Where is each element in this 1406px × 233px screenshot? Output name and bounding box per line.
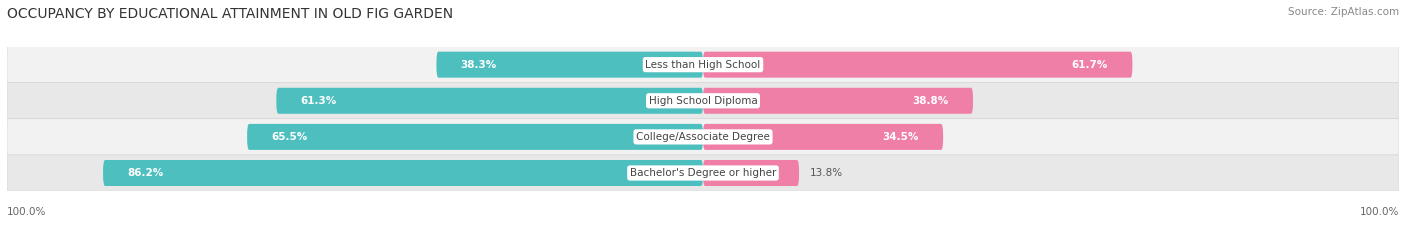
Text: 61.3%: 61.3% bbox=[301, 96, 337, 106]
Text: 65.5%: 65.5% bbox=[271, 132, 308, 142]
FancyBboxPatch shape bbox=[703, 160, 799, 186]
FancyBboxPatch shape bbox=[247, 124, 703, 150]
Text: Less than High School: Less than High School bbox=[645, 60, 761, 70]
FancyBboxPatch shape bbox=[103, 160, 703, 186]
FancyBboxPatch shape bbox=[277, 88, 703, 114]
Text: High School Diploma: High School Diploma bbox=[648, 96, 758, 106]
Text: Source: ZipAtlas.com: Source: ZipAtlas.com bbox=[1288, 7, 1399, 17]
FancyBboxPatch shape bbox=[703, 88, 973, 114]
FancyBboxPatch shape bbox=[703, 124, 943, 150]
Text: 100.0%: 100.0% bbox=[1360, 207, 1399, 217]
Text: Bachelor's Degree or higher: Bachelor's Degree or higher bbox=[630, 168, 776, 178]
FancyBboxPatch shape bbox=[7, 155, 1399, 191]
FancyBboxPatch shape bbox=[703, 52, 1132, 78]
FancyBboxPatch shape bbox=[7, 47, 1399, 83]
Text: College/Associate Degree: College/Associate Degree bbox=[636, 132, 770, 142]
Text: 86.2%: 86.2% bbox=[128, 168, 163, 178]
Text: OCCUPANCY BY EDUCATIONAL ATTAINMENT IN OLD FIG GARDEN: OCCUPANCY BY EDUCATIONAL ATTAINMENT IN O… bbox=[7, 7, 453, 21]
Text: 100.0%: 100.0% bbox=[7, 207, 46, 217]
FancyBboxPatch shape bbox=[7, 83, 1399, 119]
Text: 34.5%: 34.5% bbox=[883, 132, 918, 142]
FancyBboxPatch shape bbox=[436, 52, 703, 78]
Text: 38.3%: 38.3% bbox=[461, 60, 498, 70]
Text: 13.8%: 13.8% bbox=[810, 168, 842, 178]
Text: 61.7%: 61.7% bbox=[1071, 60, 1108, 70]
FancyBboxPatch shape bbox=[7, 119, 1399, 155]
Text: 38.8%: 38.8% bbox=[912, 96, 949, 106]
